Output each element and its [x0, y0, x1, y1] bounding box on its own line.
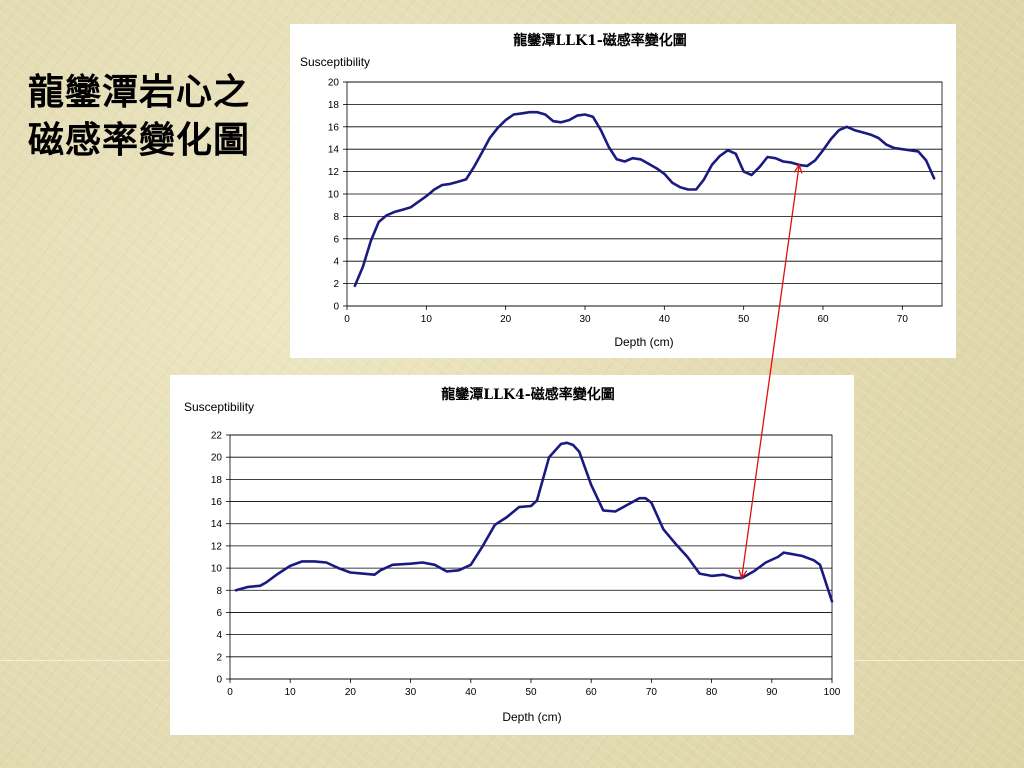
chart-title: 龍鑾潭LLK1-磁感率變化圖: [513, 32, 686, 49]
plot-area: [346, 81, 943, 307]
x-tick-label: 20: [345, 687, 357, 698]
y-tick-label: 16: [211, 497, 223, 508]
y-tick-label: 8: [333, 212, 339, 223]
x-tick-label: 10: [285, 687, 297, 698]
x-tick-label: 60: [586, 687, 598, 698]
y-tick-label: 8: [216, 586, 222, 597]
x-tick-label: 40: [659, 314, 671, 325]
x-tick-label: 100: [824, 687, 841, 698]
y-tick-label: 22: [211, 431, 223, 442]
y-tick-label: 20: [211, 453, 223, 464]
x-tick-label: 30: [579, 314, 591, 325]
y-tick-label: 16: [328, 122, 340, 133]
chart-llk1: 龍鑾潭LLK1-磁感率變化圖 Susceptibility Depth (cm) 0 2…: [300, 32, 943, 349]
x-axis-label: Depth (cm): [502, 710, 561, 724]
slide-title-line-2: 磁感率變化圖: [28, 119, 251, 161]
x-tick-label: 90: [766, 687, 778, 698]
x-tick-label: 70: [897, 314, 909, 325]
y-tick-label: 14: [328, 145, 340, 156]
y-tick-label: 2: [216, 652, 222, 663]
y-tick-label: 14: [211, 519, 223, 530]
x-tick-label: 70: [646, 687, 658, 698]
x-tick-label: 60: [817, 314, 829, 325]
y-tick-label: 12: [211, 541, 223, 552]
y-tick-label: 4: [216, 630, 222, 641]
y-tick-label: 10: [328, 190, 340, 201]
x-tick-label: 0: [344, 314, 350, 325]
x-tick-label: 50: [738, 314, 750, 325]
x-tick-label: 30: [405, 687, 417, 698]
y-tick-label: 20: [328, 78, 340, 89]
y-tick-label: 4: [333, 257, 339, 268]
y-tick-label: 0: [216, 675, 222, 686]
y-tick-label: 18: [211, 475, 223, 486]
y-tick-label: 0: [333, 302, 339, 313]
y-tick-label: 6: [333, 234, 339, 245]
y-tick-label: 18: [328, 100, 340, 111]
y-axis-label: Susceptibility: [184, 400, 254, 414]
x-tick-label: 50: [525, 687, 537, 698]
y-tick-label: 12: [328, 167, 340, 178]
plot-area: [229, 434, 833, 680]
y-axis-label: Susceptibility: [300, 55, 370, 69]
x-tick-label: 40: [465, 687, 477, 698]
x-axis-label: Depth (cm): [614, 335, 673, 349]
x-tick-label: 0: [227, 687, 233, 698]
y-tick-label: 10: [211, 564, 223, 575]
chart-llk4-panel: 龍鑾潭LLK4-磁感率變化圖 Susceptibility Depth (cm) 0 2…: [170, 375, 854, 735]
y-tick-label: 6: [216, 608, 222, 619]
series-line: [234, 441, 834, 603]
x-tick-label: 80: [706, 687, 718, 698]
y-tick-label: 2: [333, 279, 339, 290]
x-tick-label: 10: [421, 314, 433, 325]
chart-llk4: 龍鑾潭LLK4-磁感率變化圖 Susceptibility Depth (cm) 0 2…: [184, 386, 841, 724]
chart-llk1-panel: 龍鑾潭LLK1-磁感率變化圖 Susceptibility Depth (cm) 0 2…: [290, 24, 956, 358]
chart-title: 龍鑾潭LLK4-磁感率變化圖: [441, 386, 614, 403]
slide-title: 龍鑾潭岩心之 磁感率變化圖: [28, 68, 288, 164]
slide-title-line-1: 龍鑾潭岩心之: [28, 71, 251, 113]
series-line: [353, 110, 936, 288]
x-tick-label: 20: [500, 314, 512, 325]
